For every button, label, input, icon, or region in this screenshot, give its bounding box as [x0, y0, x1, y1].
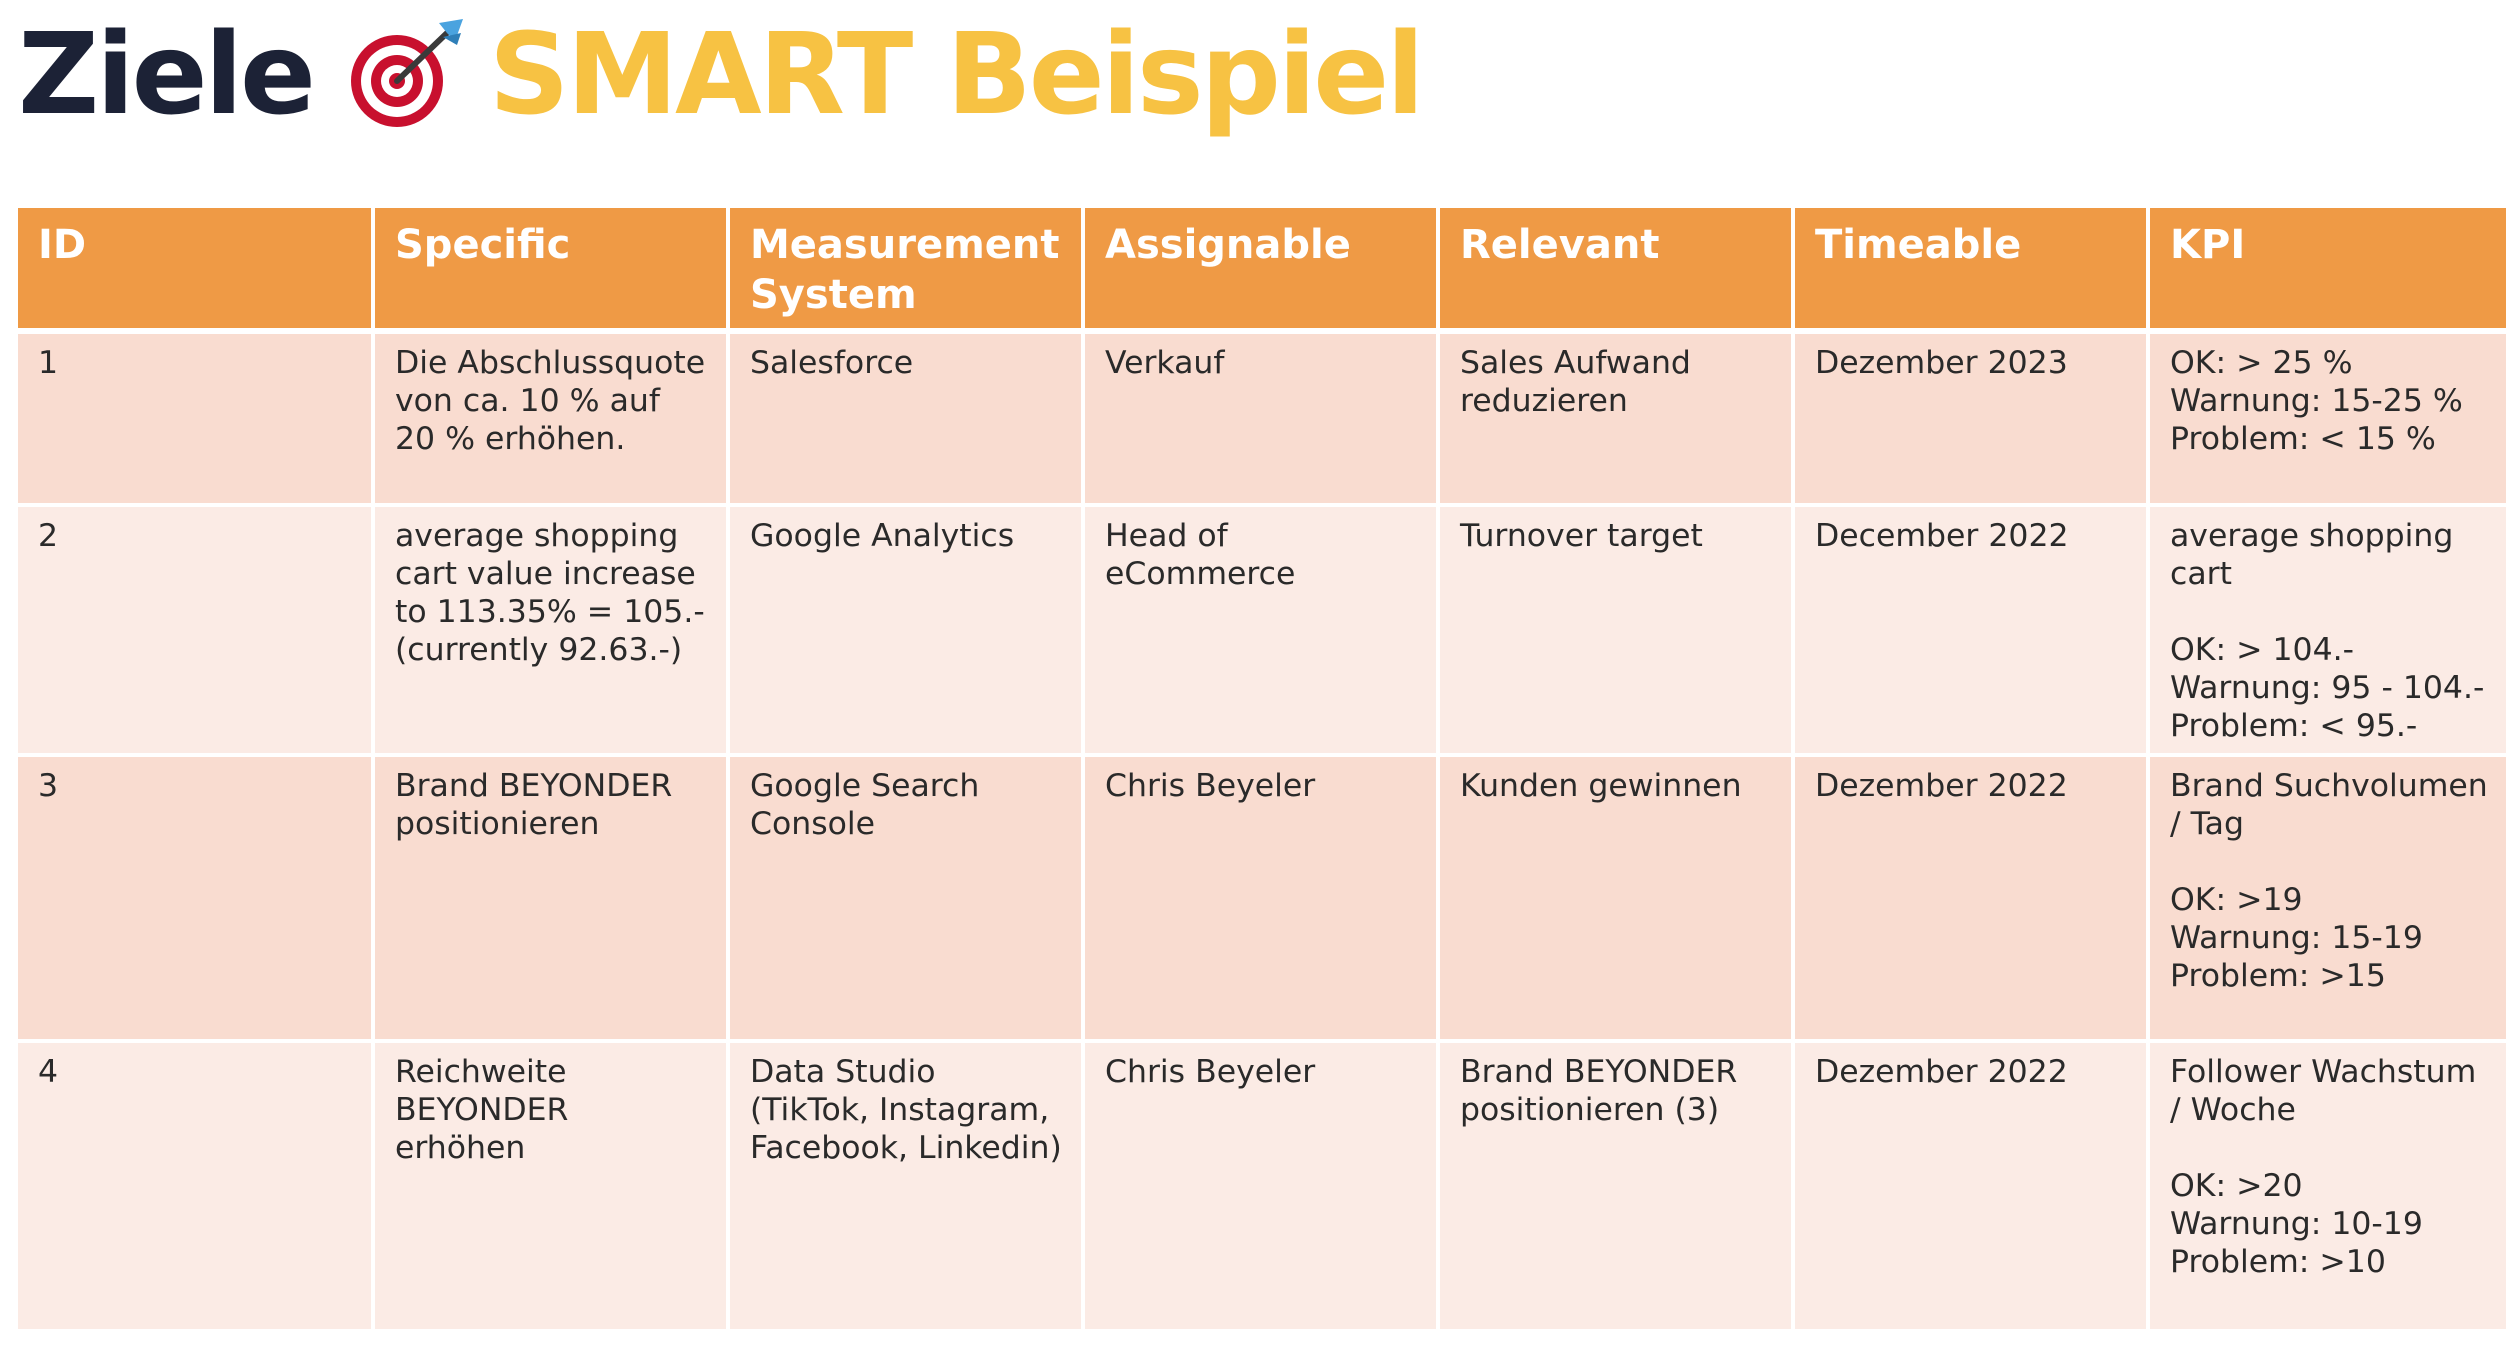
cell-relevant: Sales Aufwand reduzieren [1438, 331, 1795, 507]
cell-assignable: Head of eCommerce [1083, 505, 1440, 757]
table-row: 1 Die Abschlussquote von ca. 10 % auf 20… [18, 331, 2506, 507]
cell-relevant: Kunden gewinnen [1438, 755, 1795, 1043]
column-header-kpi: KPI [2148, 208, 2506, 334]
column-header-relevant: Relevant [1438, 208, 1795, 334]
cell-specific: average shopping cart value increase to … [373, 505, 730, 757]
table-row: 2 average shopping cart value increase t… [18, 505, 2506, 757]
cell-measurement: Salesforce [728, 331, 1085, 507]
page-title: Ziele SMART Beispiel [18, 0, 1425, 150]
cell-timeable: Dezember 2022 [1793, 755, 2150, 1043]
cell-id: 4 [18, 1041, 375, 1333]
cell-assignable: Verkauf [1083, 331, 1440, 507]
column-header-specific: Specific [373, 208, 730, 334]
column-header-measurement-system: Measurement System [728, 208, 1085, 334]
cell-kpi: Follower Wachstum / Woche OK: >20 Warnun… [2148, 1041, 2506, 1333]
cell-id: 2 [18, 505, 375, 757]
table-row: 4 Reichweite BEYONDER erhöhen Data Studi… [18, 1041, 2506, 1333]
cell-id: 1 [18, 331, 375, 507]
cell-kpi: Brand Suchvolumen / Tag OK: >19 Warnung:… [2148, 755, 2506, 1043]
table-header-row: ID Specific Measurement System Assignabl… [18, 208, 2506, 334]
column-header-id: ID [18, 208, 375, 334]
cell-specific: Reichweite BEYONDER erhöhen [373, 1041, 730, 1333]
target-dart-icon [339, 15, 469, 135]
smart-goals-table: ID Specific Measurement System Assignabl… [18, 208, 2506, 1333]
cell-assignable: Chris Beyeler [1083, 755, 1440, 1043]
cell-timeable: Dezember 2023 [1793, 331, 2150, 507]
cell-kpi: average shopping cart OK: > 104.- Warnun… [2148, 505, 2506, 757]
cell-timeable: Dezember 2022 [1793, 1041, 2150, 1333]
column-header-assignable: Assignable [1083, 208, 1440, 334]
table-row: 3 Brand BEYONDER positionieren Google Se… [18, 755, 2506, 1043]
cell-assignable: Chris Beyeler [1083, 1041, 1440, 1333]
cell-measurement: Google Search Console [728, 755, 1085, 1043]
cell-measurement: Google Analytics [728, 505, 1085, 757]
cell-measurement: Data Studio (TikTok, Instagram, Facebook… [728, 1041, 1085, 1333]
cell-specific: Die Abschlussquote von ca. 10 % auf 20 %… [373, 331, 730, 507]
cell-relevant: Turnover target [1438, 505, 1795, 757]
cell-specific: Brand BEYONDER positionieren [373, 755, 730, 1043]
cell-id: 3 [18, 755, 375, 1043]
title-word-ziele: Ziele [18, 10, 316, 140]
cell-relevant: Brand BEYONDER positionieren (3) [1438, 1041, 1795, 1333]
cell-kpi: OK: > 25 % Warnung: 15-25 % Problem: < 1… [2148, 331, 2506, 507]
column-header-timeable: Timeable [1793, 208, 2150, 334]
title-word-smart-beispiel: SMART Beispiel [488, 10, 1425, 140]
cell-timeable: December 2022 [1793, 505, 2150, 757]
